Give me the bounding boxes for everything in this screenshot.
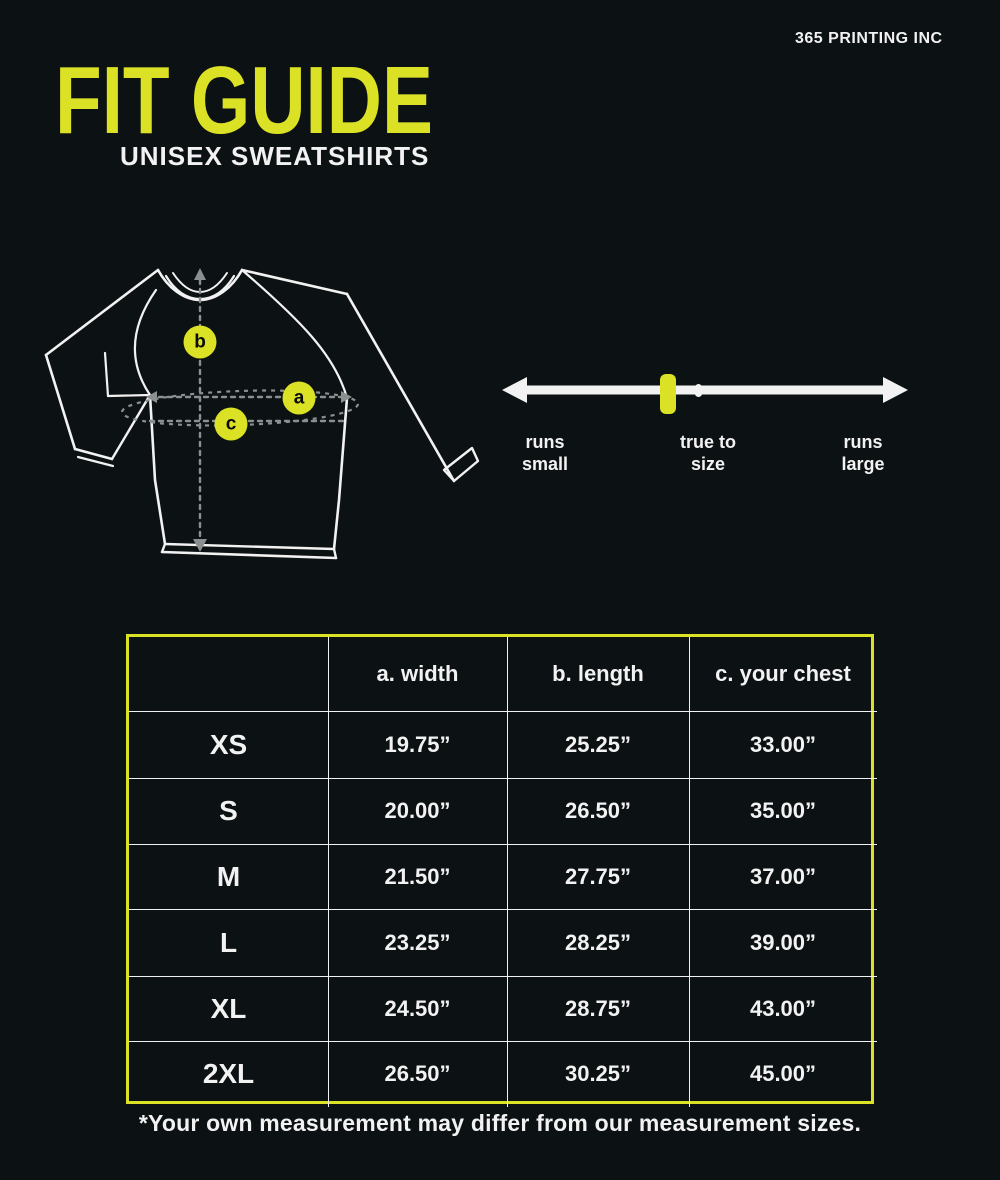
svg-text:c: c bbox=[226, 414, 237, 435]
svg-text:b: b bbox=[194, 332, 206, 353]
svg-text:a: a bbox=[294, 388, 305, 409]
